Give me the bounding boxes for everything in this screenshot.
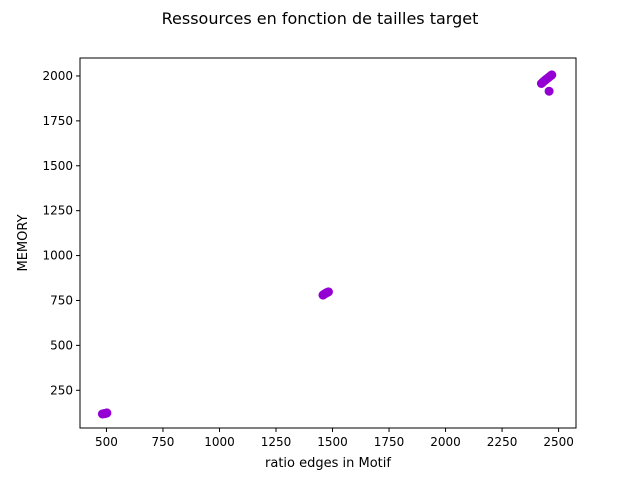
- data-point: [544, 86, 554, 96]
- x-tick-label: 2000: [430, 435, 461, 449]
- data-point: [323, 287, 333, 297]
- x-tick-label: 1000: [204, 435, 235, 449]
- points-layer: [97, 70, 557, 419]
- y-tick-label: 2000: [42, 69, 73, 83]
- plot-area: [80, 58, 576, 428]
- y-axis-label: MEMORY: [16, 214, 31, 271]
- x-tick-label: 2500: [543, 435, 574, 449]
- x-tick-label: 1250: [261, 435, 292, 449]
- y-axis-ticks: 250 500 750 1000 1250 1500 1750 2000: [42, 69, 80, 397]
- x-tick-label: 1750: [374, 435, 405, 449]
- y-tick-label: 1750: [42, 114, 73, 128]
- x-tick-label: 500: [95, 435, 118, 449]
- y-tick-label: 750: [50, 293, 73, 307]
- x-axis-ticks: 500 750 1000 1250 1500 1750 2000 2250 2500: [95, 428, 574, 449]
- data-point: [102, 408, 112, 418]
- y-tick-label: 1500: [42, 159, 73, 173]
- chart-title: Ressources en fonction de tailles target: [162, 9, 479, 28]
- y-tick-label: 1000: [42, 249, 73, 263]
- y-tick-label: 500: [50, 338, 73, 352]
- y-tick-label: 250: [50, 383, 73, 397]
- x-tick-label: 2250: [487, 435, 518, 449]
- y-tick-label: 1250: [42, 204, 73, 218]
- x-axis-label: ratio edges in Motif: [265, 456, 391, 471]
- data-point: [547, 70, 557, 80]
- x-tick-label: 750: [152, 435, 175, 449]
- x-tick-label: 1500: [317, 435, 348, 449]
- plot-frame: [79, 57, 577, 429]
